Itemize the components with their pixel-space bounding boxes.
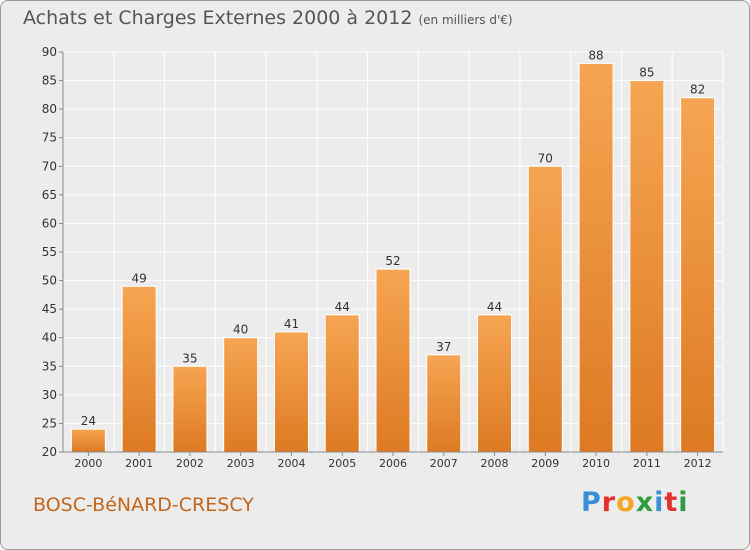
y-tick-label: 25 (42, 416, 57, 430)
y-tick-label: 65 (42, 188, 57, 202)
data-label: 85 (639, 66, 654, 80)
data-label: 44 (335, 300, 350, 314)
logo-letter: i (678, 487, 689, 518)
bar (477, 314, 513, 453)
bar (172, 365, 208, 453)
bar (121, 285, 157, 453)
y-tick-label: 75 (42, 131, 57, 145)
bar (426, 354, 462, 453)
bar (527, 165, 563, 453)
x-tick-label: 2002 (176, 457, 204, 470)
y-tick-label: 40 (42, 331, 57, 345)
axis-layer: 20 25 30 35 40 45 50 55 60 65 70 75 80 85 90 2000 2001 20… (42, 45, 723, 470)
x-tick-label: 2006 (379, 457, 407, 470)
bar (70, 428, 106, 453)
data-label: 82 (690, 83, 705, 97)
bar (680, 97, 716, 453)
data-label: 40 (233, 323, 248, 337)
x-tick-label: 2001 (125, 457, 153, 470)
x-tick-label: 2011 (633, 457, 661, 470)
y-tick-label: 60 (42, 216, 57, 230)
x-tick-label: 2008 (481, 457, 509, 470)
data-label: 37 (436, 340, 451, 354)
x-tick-label: 2010 (582, 457, 610, 470)
bar (375, 268, 411, 453)
bar (324, 314, 360, 453)
bar (223, 337, 259, 453)
data-label: 49 (132, 271, 147, 285)
y-tick-label: 70 (42, 159, 57, 173)
bar (578, 62, 614, 453)
data-label: 70 (538, 151, 553, 165)
data-label: 41 (284, 317, 299, 331)
y-tick-label: 30 (42, 388, 57, 402)
y-tick-label: 85 (42, 74, 57, 88)
y-tick-label: 50 (42, 274, 57, 288)
logo-letter: o (616, 487, 636, 518)
data-label: 52 (385, 254, 400, 268)
x-tick-label: 2007 (430, 457, 458, 470)
data-label: 24 (81, 414, 96, 428)
chart-title: Achats et Charges Externes 2000 à 2012 (e… (23, 7, 513, 29)
chart-title-text: Achats et Charges Externes 2000 à 2012 (23, 7, 413, 29)
x-tick-label: 2012 (684, 457, 712, 470)
bar (629, 80, 665, 453)
y-tick-label: 55 (42, 245, 57, 259)
data-label: 88 (588, 48, 603, 62)
data-label: 44 (487, 300, 502, 314)
bar-layer (70, 62, 716, 453)
x-tick-label: 2003 (227, 457, 255, 470)
y-tick-label: 35 (42, 359, 57, 373)
data-label: 35 (182, 351, 197, 365)
logo-letter: i (654, 487, 665, 518)
label-layer: 24 49 35 40 41 44 52 37 44 70 88 85 82 (81, 48, 706, 428)
y-tick-label: 90 (42, 45, 57, 59)
bar (273, 331, 309, 453)
logo-letter: r (601, 487, 617, 518)
logo-letter: t (664, 487, 679, 518)
town-name: BOSC-BéNARD-CRESCY (33, 494, 254, 516)
x-tick-label: 2000 (74, 457, 102, 470)
proxiti-logo[interactable]: Proxiti (581, 487, 689, 518)
logo-letter: x (635, 487, 655, 518)
logo-letter: P (581, 487, 602, 518)
x-tick-label: 2005 (328, 457, 356, 470)
x-tick-label: 2004 (277, 457, 305, 470)
x-tick-label: 2009 (531, 457, 559, 470)
y-tick-label: 80 (42, 102, 57, 116)
y-tick-label: 20 (42, 445, 57, 459)
chart-unit: (en milliers d'€) (418, 13, 513, 27)
y-tick-label: 45 (42, 302, 57, 316)
